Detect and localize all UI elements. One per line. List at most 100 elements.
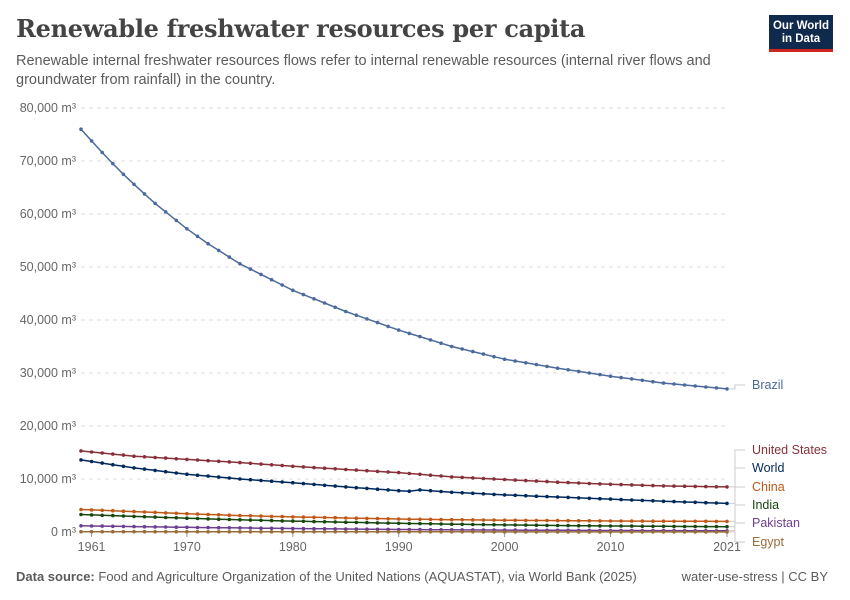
data-point	[545, 479, 549, 484]
data-point	[460, 530, 465, 534]
data-point	[216, 475, 221, 479]
data-point	[460, 522, 465, 527]
series-label[interactable]: World	[752, 461, 784, 475]
data-point	[206, 530, 210, 534]
data-point	[89, 459, 94, 464]
data-point	[407, 331, 412, 336]
data-point	[111, 462, 115, 467]
data-point	[344, 309, 348, 314]
y-tick-label: 40,000 m³	[20, 313, 76, 327]
data-point	[492, 477, 496, 481]
data-point	[163, 469, 168, 474]
data-point	[132, 509, 136, 514]
data-point	[640, 483, 645, 488]
data-point	[269, 526, 274, 531]
data-point	[693, 384, 697, 388]
data-point	[587, 519, 592, 523]
data-point	[111, 524, 115, 529]
data-point	[206, 458, 210, 463]
data-point	[693, 484, 697, 489]
data-point	[725, 519, 729, 524]
data-point	[524, 518, 528, 523]
data-point	[248, 518, 253, 522]
data-point	[291, 519, 295, 523]
series-lines	[79, 127, 729, 534]
data-point	[396, 517, 401, 521]
series-label[interactable]: China	[752, 480, 785, 494]
data-point	[428, 488, 433, 493]
data-point	[333, 520, 338, 524]
data-point	[301, 530, 306, 534]
data-point	[280, 283, 285, 287]
data-point	[471, 522, 475, 527]
data-point	[566, 523, 570, 528]
data-point	[682, 530, 687, 534]
data-point	[418, 488, 422, 492]
data-point	[312, 519, 316, 524]
data-point	[407, 530, 412, 534]
data-point	[428, 338, 433, 342]
data-point	[354, 520, 359, 525]
data-point	[153, 525, 157, 529]
footer-license[interactable]: water-use-stress | CC BY	[681, 569, 828, 584]
data-point	[206, 241, 210, 246]
series-label[interactable]: Egypt	[752, 535, 784, 549]
series-label[interactable]: Pakistan	[752, 516, 800, 530]
data-point	[386, 517, 390, 521]
data-point	[174, 457, 179, 461]
series-line-united-states[interactable]	[80, 450, 728, 488]
data-source-text[interactable]: Food and Agriculture Organization of the…	[98, 569, 637, 584]
data-point	[111, 529, 115, 534]
data-point	[566, 518, 570, 523]
data-point	[492, 354, 496, 359]
series-line-brazil[interactable]	[80, 128, 728, 390]
data-point	[598, 372, 602, 377]
logo-line-2: in Data	[781, 33, 821, 45]
data-point	[619, 519, 623, 523]
data-point	[174, 218, 179, 223]
data-point	[428, 473, 433, 478]
data-point	[291, 480, 295, 485]
data-point	[333, 527, 338, 531]
data-point	[672, 382, 676, 386]
data-point	[365, 468, 369, 473]
data-point	[259, 478, 263, 483]
data-point	[629, 498, 634, 502]
data-point	[269, 518, 274, 523]
data-point	[481, 492, 486, 496]
series-line-world[interactable]	[80, 459, 728, 505]
data-point	[629, 524, 634, 528]
y-axis-ticks: 0 m³ 10,000 m³ 20,000 m³ 30,000 m³ 40,000 m³…	[20, 101, 76, 539]
data-point	[598, 496, 602, 501]
data-point	[195, 473, 200, 478]
series-line-china[interactable]	[80, 508, 727, 523]
data-point	[344, 520, 348, 524]
series-label[interactable]: United States	[752, 443, 827, 457]
data-point	[545, 494, 549, 499]
data-point	[121, 514, 126, 518]
series-label[interactable]: India	[752, 498, 779, 512]
data-point	[174, 516, 179, 520]
data-point	[163, 525, 168, 529]
data-point	[132, 454, 136, 459]
owid-logo[interactable]: Our World in Data	[769, 15, 833, 52]
data-point	[598, 524, 602, 528]
data-point	[545, 523, 549, 528]
data-point	[460, 475, 465, 480]
data-point	[704, 484, 708, 489]
data-point	[513, 530, 517, 534]
data-point	[227, 460, 232, 464]
data-point	[100, 513, 104, 518]
x-tick-label: 1961	[78, 540, 106, 554]
data-point	[375, 516, 380, 521]
data-point	[216, 513, 221, 517]
data-point	[163, 210, 168, 214]
data-point	[227, 476, 232, 480]
data-point	[312, 465, 316, 470]
chart-subtitle: Renewable internal freshwater resources …	[16, 53, 711, 88]
series-label[interactable]: Brazil	[752, 378, 783, 392]
label-connector	[729, 504, 745, 528]
data-point	[365, 527, 369, 531]
data-point	[545, 364, 549, 369]
data-point	[238, 518, 242, 522]
